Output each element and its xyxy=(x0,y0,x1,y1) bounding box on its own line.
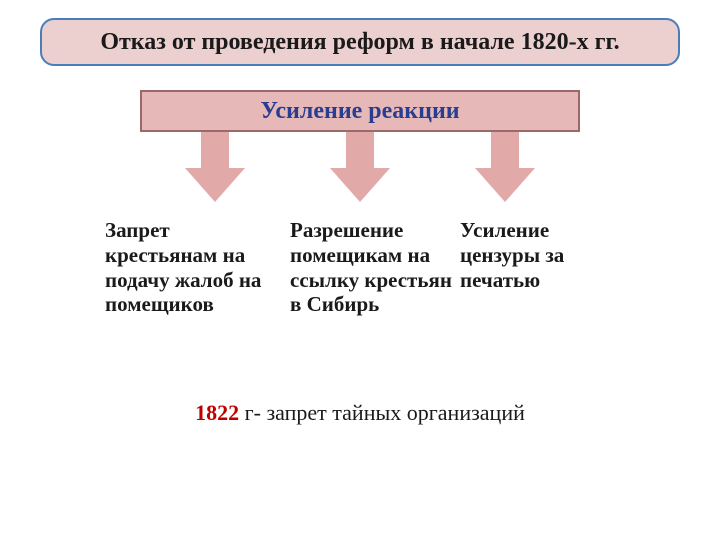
footer-line: 1822 г- запрет тайных организаций xyxy=(0,400,720,426)
arrow-shaft xyxy=(346,132,374,170)
arrow-head xyxy=(185,168,245,202)
footer-rest: г- запрет тайных организаций xyxy=(239,400,525,425)
column-text: Запрет крестьянам на подачу жалоб на пом… xyxy=(105,218,275,317)
column-text: Усиление цензуры за печатью xyxy=(460,218,630,292)
arrow-shaft xyxy=(201,132,229,170)
title-text: Отказ от проведения реформ в начале 1820… xyxy=(100,29,619,56)
column-text: Разрешение помещикам на ссылку крестьян … xyxy=(290,218,460,317)
footer-year: 1822 xyxy=(195,400,239,425)
title-box: Отказ от проведения реформ в начале 1820… xyxy=(40,18,680,66)
arrow-down-icon xyxy=(185,132,245,204)
arrow-down-icon xyxy=(330,132,390,204)
arrow-head xyxy=(475,168,535,202)
arrow-down-icon xyxy=(475,132,535,204)
subheader-box: Усиление реакции xyxy=(140,90,580,132)
subheader-text: Усиление реакции xyxy=(260,98,459,125)
arrow-shaft xyxy=(491,132,519,170)
arrow-head xyxy=(330,168,390,202)
